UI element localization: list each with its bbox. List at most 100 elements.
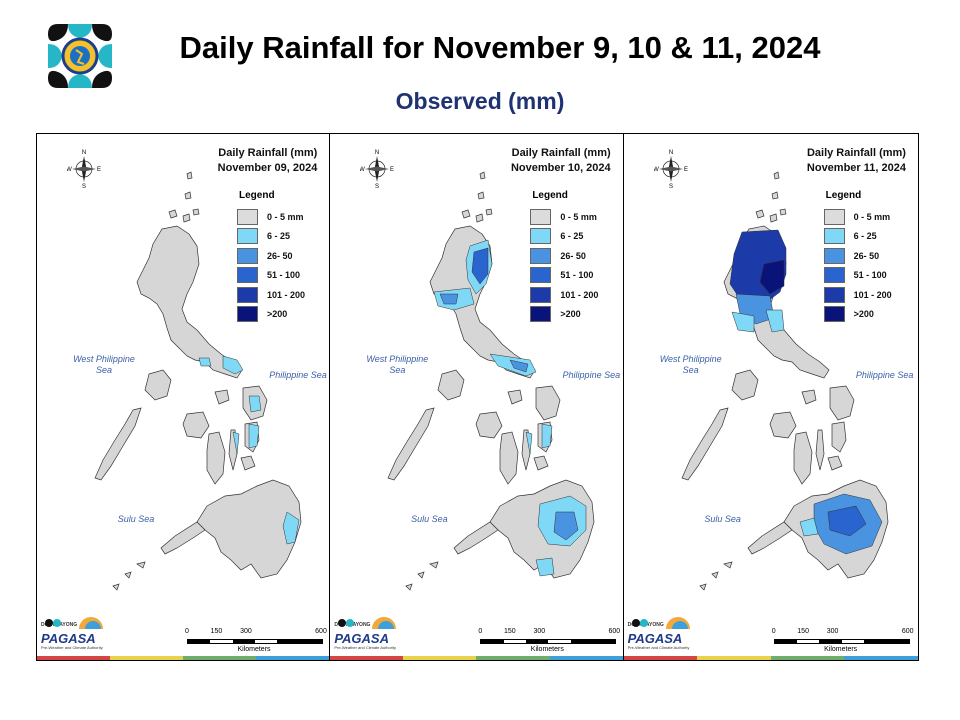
panel-title-block: Daily Rainfall (mm) November 09, 2024 bbox=[218, 146, 318, 176]
legend-row: 101 - 200 bbox=[823, 285, 914, 305]
west-philippine-sea-label: West Philippine Sea bbox=[659, 354, 722, 375]
rainfall-legend: Legend 0 - 5 mm 6 - 25 26- 50 51 - 100 101 -… bbox=[530, 190, 620, 324]
legend-row: 101 - 200 bbox=[237, 285, 327, 305]
sulu-sea-label: Sulu Sea bbox=[411, 514, 448, 524]
compass-n-label: N bbox=[668, 150, 672, 156]
legend-row: 51 - 100 bbox=[530, 266, 620, 286]
compass-rose: N S W E bbox=[66, 148, 101, 190]
rainfall-area bbox=[526, 431, 533, 455]
legend-swatch bbox=[237, 267, 258, 284]
philippines-rainfall-map bbox=[681, 171, 889, 591]
palawan-landmass bbox=[94, 407, 142, 481]
legend-row: >200 bbox=[530, 305, 620, 325]
panel-date: November 10, 2024 bbox=[510, 162, 611, 174]
legend-title: Legend bbox=[825, 190, 862, 201]
legend-label: 51 - 100 bbox=[267, 270, 301, 281]
rainfall-area bbox=[536, 557, 555, 577]
rainfall-area bbox=[198, 357, 212, 367]
legend-swatch bbox=[530, 286, 552, 303]
panel-title: Daily Rainfall (mm) bbox=[806, 147, 906, 159]
rainfall-area bbox=[765, 309, 784, 333]
philippines-rainfall-map bbox=[387, 171, 595, 591]
legend-swatch bbox=[530, 306, 552, 323]
legend-swatch bbox=[530, 228, 552, 245]
masbate-landmass bbox=[801, 389, 817, 405]
panel-title-block: Daily Rainfall (mm) November 11, 2024 bbox=[807, 146, 906, 176]
panel-date: November 11, 2024 bbox=[806, 162, 906, 174]
legend-swatch bbox=[530, 208, 552, 225]
pagasa-logo bbox=[48, 24, 112, 88]
legend-swatch bbox=[530, 267, 552, 284]
brand-tagline: Pre-Weather and Climate Authority bbox=[627, 645, 690, 650]
legend-row: 0 - 5 mm bbox=[823, 207, 914, 227]
scale-tick-label: 150 bbox=[210, 628, 223, 635]
west-philippine-sea-label: West Philippine Sea bbox=[73, 354, 135, 375]
legend-swatch bbox=[823, 208, 845, 225]
palawan-landmass bbox=[387, 407, 435, 481]
rainfall-area bbox=[799, 517, 818, 537]
legend-swatch bbox=[237, 208, 258, 225]
scale-tick-label: 600 bbox=[608, 628, 621, 635]
scale-bar: 0 150 300 600 Kilometers bbox=[185, 628, 327, 656]
map-panel-nov-10: N S W E Daily Rainfall (mm) November 10,… bbox=[330, 134, 624, 660]
scale-unit-label: Kilometers bbox=[530, 646, 564, 653]
masbate-landmass bbox=[507, 389, 523, 405]
masbate-landmass bbox=[214, 389, 230, 405]
samar-landmass bbox=[829, 385, 855, 421]
color-stripe bbox=[330, 656, 623, 660]
color-stripe bbox=[37, 656, 330, 660]
scale-tick-label: 300 bbox=[533, 628, 546, 635]
philippines-rainfall-map bbox=[94, 171, 302, 591]
legend-label: 6 - 25 bbox=[853, 231, 877, 242]
compass-rose: N S W E bbox=[653, 148, 688, 190]
brand-tagline: Pre-Weather and Climate Authority bbox=[334, 645, 397, 650]
mindoro-landmass bbox=[731, 369, 759, 401]
rainfall-area bbox=[509, 359, 529, 373]
legend-label: 26- 50 bbox=[853, 250, 880, 261]
negros-landmass bbox=[499, 431, 519, 485]
philippine-sea-label: Philippine Sea bbox=[562, 370, 621, 380]
legend-label: 26- 50 bbox=[560, 250, 586, 261]
legend-row: 26- 50 bbox=[237, 246, 327, 266]
legend-swatch bbox=[823, 228, 845, 245]
compass-s-label: S bbox=[82, 184, 86, 188]
negros-landmass bbox=[206, 431, 226, 485]
legend-swatch bbox=[237, 228, 258, 245]
compass-w-label: W bbox=[360, 167, 365, 173]
rainfall-area bbox=[248, 395, 262, 413]
samar-landmass bbox=[535, 385, 561, 421]
legend-label: 0 - 5 mm bbox=[560, 211, 597, 222]
panel-title-block: Daily Rainfall (mm) November 10, 2024 bbox=[511, 146, 611, 176]
legend-label: 51 - 100 bbox=[560, 270, 594, 281]
west-philippine-sea-label: West Philippine Sea bbox=[366, 354, 429, 375]
scale-tick-label: 0 bbox=[185, 628, 189, 635]
negros-landmass bbox=[793, 431, 813, 485]
legend-row: 51 - 100 bbox=[237, 266, 327, 286]
legend-row: 101 - 200 bbox=[530, 285, 620, 305]
scale-tick-label: 300 bbox=[240, 628, 252, 635]
legend-label: 6 - 25 bbox=[560, 231, 584, 242]
bohol-landmass bbox=[240, 455, 256, 471]
bohol-landmass bbox=[827, 455, 843, 471]
rainfall-legend: Legend 0 - 5 mm 6 - 25 26- 50 51 - 100 101 -… bbox=[237, 190, 327, 324]
legend-label: 51 - 100 bbox=[853, 270, 887, 281]
brand-tagline: Pre-Weather and Climate Authority bbox=[41, 645, 103, 650]
scale-tick-label: 150 bbox=[797, 628, 809, 635]
rainfall-area bbox=[472, 247, 489, 285]
legend-label: 6 - 25 bbox=[267, 231, 291, 242]
legend-label: 101 - 200 bbox=[560, 289, 599, 300]
panel-title: Daily Rainfall (mm) bbox=[511, 147, 611, 159]
scale-bar: 0 150 300 600 Kilometers bbox=[478, 628, 620, 656]
legend-swatch bbox=[823, 306, 845, 323]
legend-row: 26- 50 bbox=[823, 246, 914, 266]
compass-s-label: S bbox=[375, 184, 379, 188]
legend-swatch bbox=[237, 286, 258, 303]
cebu-landmass bbox=[815, 429, 825, 471]
legend-row: >200 bbox=[823, 305, 914, 325]
pagasa-brand-icon bbox=[45, 617, 103, 629]
mindanao-landmass bbox=[196, 479, 302, 579]
scale-tick-label: 600 bbox=[901, 628, 914, 635]
pagasa-brand-text: PAGASA bbox=[334, 631, 389, 646]
compass-n-label: N bbox=[375, 150, 379, 156]
page-subtitle: Observed (mm) bbox=[395, 88, 565, 114]
